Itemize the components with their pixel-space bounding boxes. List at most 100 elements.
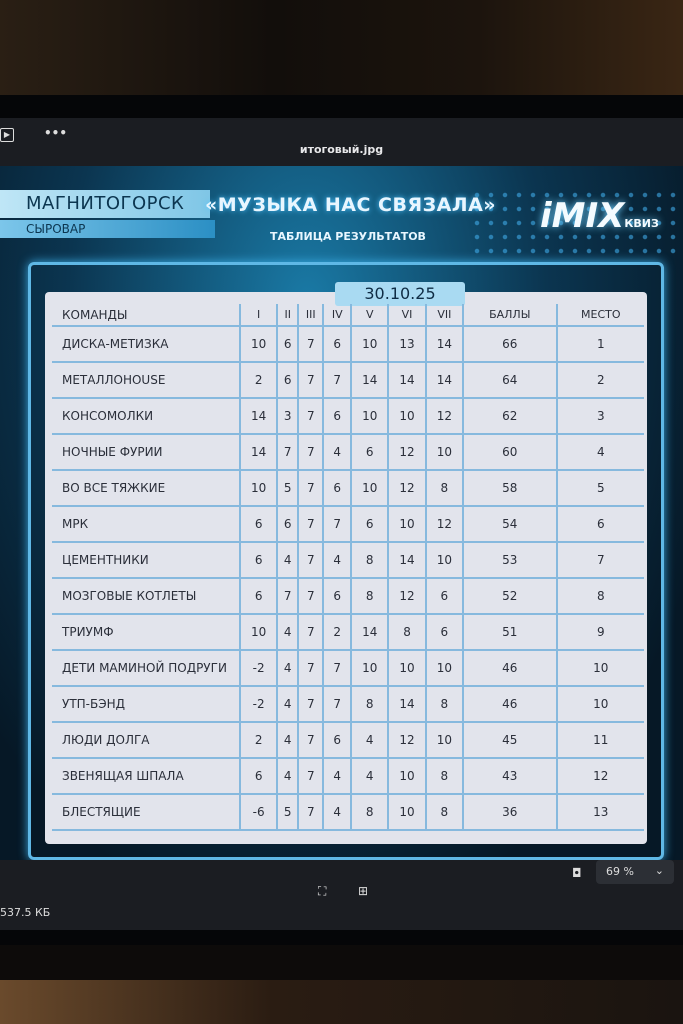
score-cell: 10: [425, 542, 464, 579]
poster-date: 30.10.25: [335, 282, 465, 306]
column-header: КОМАНДЫ: [52, 304, 241, 327]
viewer-titlebar: ▶ ••• итоговый.jpg: [0, 118, 683, 166]
score-cell: 6: [240, 506, 279, 543]
score-cell: 5: [556, 470, 644, 507]
score-cell: 2: [323, 614, 353, 651]
zoom-dropdown[interactable]: 69 % ⌄: [596, 860, 674, 884]
score-cell: 7: [298, 686, 325, 723]
score-cell: 12: [388, 470, 427, 507]
table-row: ДЕТИ МАМИНОЙ ПОДРУГИ -2 4 7 7 10 10 10 46 10: [52, 650, 644, 687]
score-cell: 8: [351, 578, 390, 615]
table-frame: [28, 262, 664, 860]
score-cell: 7: [298, 434, 325, 471]
viewer-bottombar: ⛶ ⊞ ◘ 69 % ⌄ 537.5 КБ: [0, 860, 683, 930]
decorative-dots: [470, 188, 680, 258]
score-cell: 4: [277, 722, 300, 759]
column-header: I: [240, 304, 279, 327]
score-cell: 66: [462, 326, 558, 363]
column-header: МЕСТО: [556, 304, 644, 327]
slideshow-icon[interactable]: ▶: [0, 128, 14, 142]
actual-size-icon[interactable]: ⊞: [358, 884, 369, 898]
score-cell: 14: [388, 542, 427, 579]
score-cell: 7: [298, 758, 325, 795]
score-cell: 12: [425, 398, 464, 435]
score-cell: 2: [240, 362, 279, 399]
score-cell: 14: [425, 362, 464, 399]
score-cell: 10: [240, 614, 279, 651]
score-cell: 8: [351, 686, 390, 723]
score-cell: 51: [462, 614, 558, 651]
score-cell: 10: [388, 506, 427, 543]
team-name: НОЧНЫЕ ФУРИИ: [52, 434, 241, 471]
table-header-row: КОМАНДЫ I II III IV V VI VII БАЛЛЫ МЕСТО: [52, 304, 644, 327]
table-row: ЗВЕНЯЩАЯ ШПАЛА 6 4 7 4 4 10 8 43 12: [52, 758, 644, 795]
team-name: ДЕТИ МАМИНОЙ ПОДРУГИ: [52, 650, 241, 687]
score-cell: 11: [556, 722, 644, 759]
score-cell: 6: [351, 506, 390, 543]
team-name: МРК: [52, 506, 241, 543]
table-row: ДИСКА-МЕТИЗКА 10 6 7 6 10 13 14 66 1: [52, 326, 644, 363]
score-cell: 8: [351, 542, 390, 579]
poster-venue: СЫРОВАР: [0, 220, 215, 238]
table-row: МРК 6 6 7 7 6 10 12 54 6: [52, 506, 644, 543]
score-cell: 8: [425, 470, 464, 507]
score-cell: 3: [556, 398, 644, 435]
score-cell: 52: [462, 578, 558, 615]
results-table: КОМАНДЫ I II III IV V VI VII БАЛЛЫ МЕСТО ДИСКА-МЕ…: [52, 304, 644, 831]
score-cell: 10: [388, 758, 427, 795]
score-cell: 4: [556, 434, 644, 471]
table-row: ЦЕМЕНТНИКИ 6 4 7 4 8 14 10 53 7: [52, 542, 644, 579]
score-cell: 8: [425, 794, 464, 831]
score-cell: 14: [351, 614, 390, 651]
score-cell: 4: [351, 722, 390, 759]
column-header: II: [277, 304, 300, 327]
table-row: БЛЕСТЯЩИЕ -6 5 7 4 8 10 8 36 13: [52, 794, 644, 831]
score-cell: 12: [388, 434, 427, 471]
score-cell: 62: [462, 398, 558, 435]
score-cell: 60: [462, 434, 558, 471]
score-cell: 14: [388, 686, 427, 723]
screenshot-icon[interactable]: ◘: [572, 866, 582, 880]
score-cell: 6: [351, 434, 390, 471]
score-cell: 7: [323, 686, 353, 723]
score-cell: 14: [240, 434, 279, 471]
score-cell: 12: [556, 758, 644, 795]
fit-screen-icon[interactable]: ⛶: [318, 884, 327, 898]
score-cell: 36: [462, 794, 558, 831]
imix-logo: iMIXКВИЗ: [540, 196, 659, 236]
score-cell: 7: [298, 722, 325, 759]
score-cell: 7: [323, 362, 353, 399]
score-cell: 9: [556, 614, 644, 651]
score-cell: 3: [277, 398, 300, 435]
score-cell: 7: [298, 614, 325, 651]
score-cell: 13: [388, 326, 427, 363]
score-cell: 7: [298, 578, 325, 615]
score-cell: 5: [277, 470, 300, 507]
score-cell: 6: [240, 542, 279, 579]
score-cell: 7: [323, 506, 353, 543]
more-options-icon[interactable]: •••: [44, 126, 68, 140]
score-cell: 8: [425, 758, 464, 795]
score-cell: 6: [277, 506, 300, 543]
score-cell: 10: [351, 326, 390, 363]
score-cell: 6: [323, 326, 353, 363]
table-row: МОЗГОВЫЕ КОТЛЕТЫ 6 7 7 6 8 12 6 52 8: [52, 578, 644, 615]
table-row: ЛЮДИ ДОЛГА 2 4 7 6 4 12 10 45 11: [52, 722, 644, 759]
score-cell: 10: [351, 470, 390, 507]
score-cell: -6: [240, 794, 279, 831]
window-title: итоговый.jpg: [299, 143, 384, 156]
score-cell: 1: [556, 326, 644, 363]
score-cell: 7: [298, 506, 325, 543]
score-cell: 13: [556, 794, 644, 831]
poster-subtitle: ТАБЛИЦА РЕЗУЛЬТАТОВ: [270, 230, 426, 243]
score-cell: 46: [462, 650, 558, 687]
score-cell: 8: [388, 614, 427, 651]
score-cell: -2: [240, 686, 279, 723]
score-cell: 10: [351, 398, 390, 435]
image-canvas: МАГНИТОГОРСК СЫРОВАР «МУЗЫКА НАС СВЯЗАЛА…: [0, 166, 683, 860]
chevron-down-icon: ⌄: [654, 864, 664, 877]
score-cell: 7: [298, 794, 325, 831]
team-name: МОЗГОВЫЕ КОТЛЕТЫ: [52, 578, 241, 615]
logo-sub: КВИЗ: [624, 217, 659, 230]
score-cell: 6: [556, 506, 644, 543]
